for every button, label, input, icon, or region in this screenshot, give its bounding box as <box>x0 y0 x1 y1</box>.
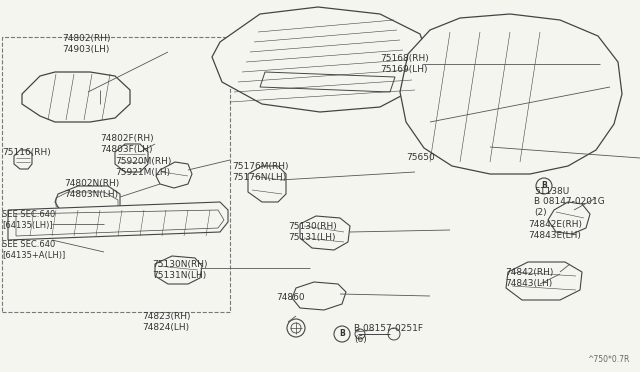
Bar <box>2 37 230 312</box>
Text: 74842(RH)
74843(LH): 74842(RH) 74843(LH) <box>505 268 554 288</box>
Text: B: B <box>339 330 345 339</box>
Polygon shape <box>115 144 148 172</box>
Text: 75116(RH): 75116(RH) <box>2 148 51 157</box>
Text: 75650: 75650 <box>406 153 435 161</box>
Text: 74823(RH)
74824(LH): 74823(RH) 74824(LH) <box>142 312 191 332</box>
Polygon shape <box>212 7 430 112</box>
Text: B: B <box>541 182 547 190</box>
Polygon shape <box>548 202 590 234</box>
Polygon shape <box>8 202 228 240</box>
Polygon shape <box>292 282 346 310</box>
Polygon shape <box>155 256 202 284</box>
Text: 75130(RH)
75131(LH): 75130(RH) 75131(LH) <box>288 222 337 242</box>
Text: SEE SEC.640
[64135(LH)]: SEE SEC.640 [64135(LH)] <box>2 210 55 230</box>
Text: B 08157-0251F
(6): B 08157-0251F (6) <box>354 324 423 344</box>
Polygon shape <box>55 186 120 218</box>
Text: 74860: 74860 <box>276 294 305 302</box>
Text: 75130N(RH)
75131N(LH): 75130N(RH) 75131N(LH) <box>152 260 207 280</box>
Text: SEE SEC.640
[64135+A(LH)]: SEE SEC.640 [64135+A(LH)] <box>2 240 65 260</box>
Text: 74802N(RH)
74803N(LH): 74802N(RH) 74803N(LH) <box>64 179 119 199</box>
Text: 75176M(RH)
75176N(LH): 75176M(RH) 75176N(LH) <box>232 162 289 182</box>
Polygon shape <box>248 166 286 202</box>
Text: 75168(RH)
75169(LH): 75168(RH) 75169(LH) <box>380 54 429 74</box>
Polygon shape <box>400 14 622 174</box>
Text: 75920M(RH)
75921M(LH): 75920M(RH) 75921M(LH) <box>115 157 172 177</box>
Text: ^750*0.7R: ^750*0.7R <box>588 355 630 364</box>
Text: 74802(RH)
74903(LH): 74802(RH) 74903(LH) <box>62 34 111 54</box>
Text: 74842E(RH)
74843E(LH): 74842E(RH) 74843E(LH) <box>528 220 582 240</box>
Polygon shape <box>14 150 32 169</box>
Text: B 08147-0201G
(2): B 08147-0201G (2) <box>534 197 605 217</box>
Text: 51138U: 51138U <box>534 187 569 196</box>
Text: 74802F(RH)
74803F(LH): 74802F(RH) 74803F(LH) <box>100 134 154 154</box>
Polygon shape <box>300 216 350 250</box>
Polygon shape <box>22 72 130 122</box>
Polygon shape <box>506 262 582 300</box>
Polygon shape <box>156 162 192 188</box>
